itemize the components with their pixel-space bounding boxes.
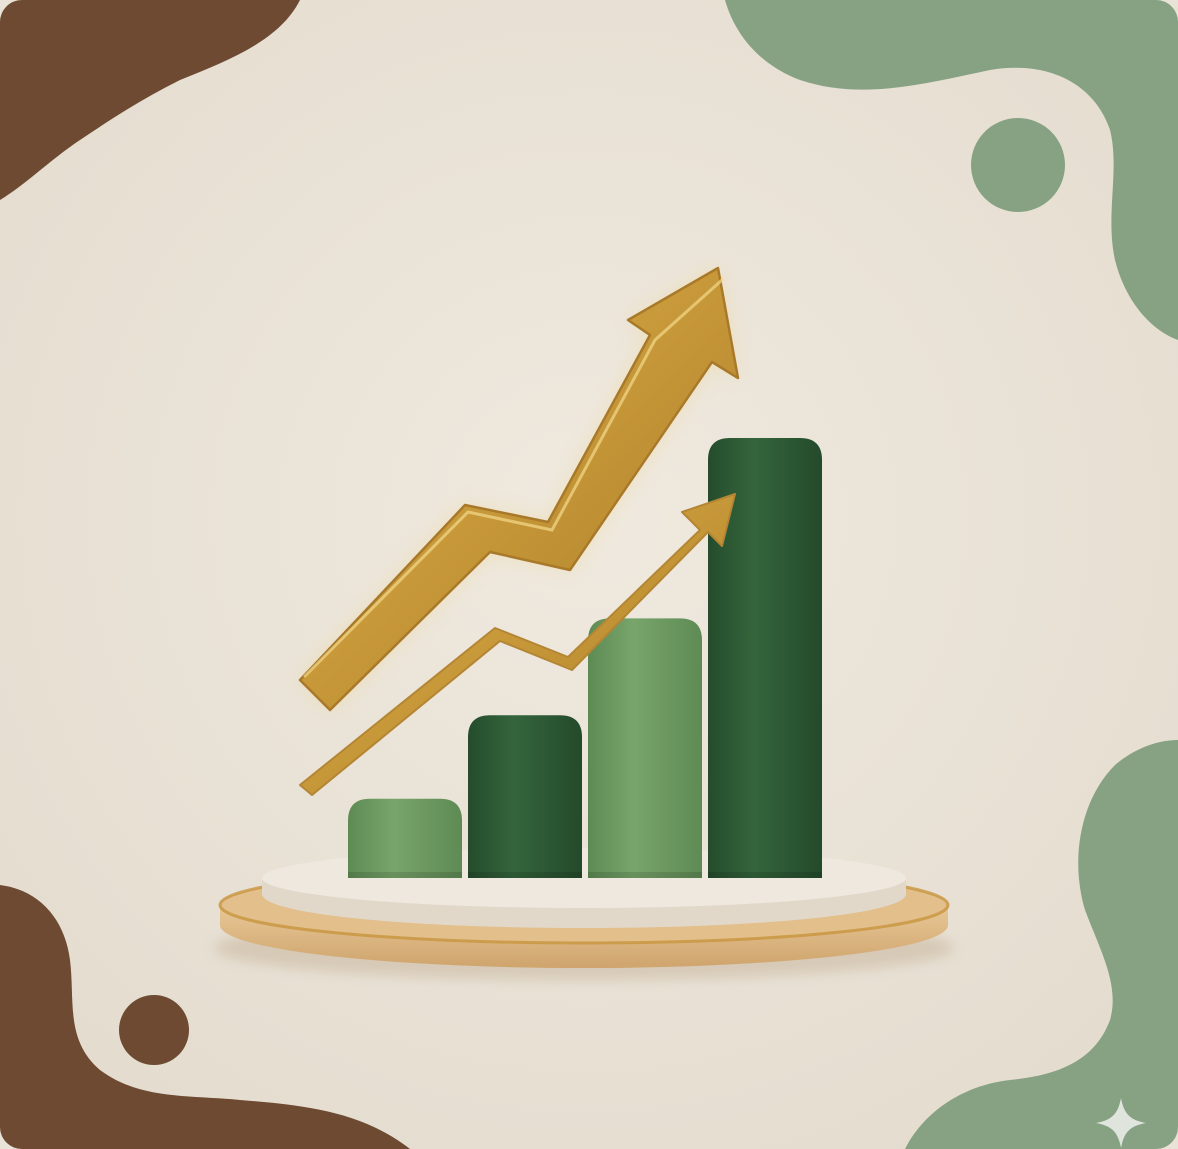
brown-blob-top-left (0, 0, 300, 200)
bar-2 (468, 715, 582, 878)
bar-2-body (468, 715, 582, 878)
big-arrow-shape (298, 266, 740, 712)
green-blob-top-right (725, 0, 1178, 340)
small-arrow-shape (299, 493, 736, 796)
big-growth-arrow (298, 266, 740, 712)
bar-1 (348, 798, 462, 878)
bars (348, 438, 822, 878)
green-dot-top-right (971, 118, 1065, 212)
bar-1-body (348, 798, 462, 878)
brown-dot-bottom-left (119, 995, 189, 1065)
big-arrow-highlight (303, 278, 724, 678)
bar-3-base-shadow (588, 872, 702, 878)
bar-3-body (588, 618, 702, 878)
bar-2-base-shadow (468, 872, 582, 878)
platform (218, 848, 950, 968)
bar-4 (708, 438, 822, 878)
bar-4-body (708, 438, 822, 878)
green-blob-bottom-right (905, 740, 1178, 1149)
small-growth-arrow (299, 493, 736, 796)
bar-3 (588, 618, 702, 878)
bar-1-base-shadow (348, 872, 462, 878)
brown-blob-bottom-left (0, 885, 410, 1149)
sparkle-icon (1096, 1098, 1146, 1148)
bar-4-base-shadow (708, 872, 822, 878)
